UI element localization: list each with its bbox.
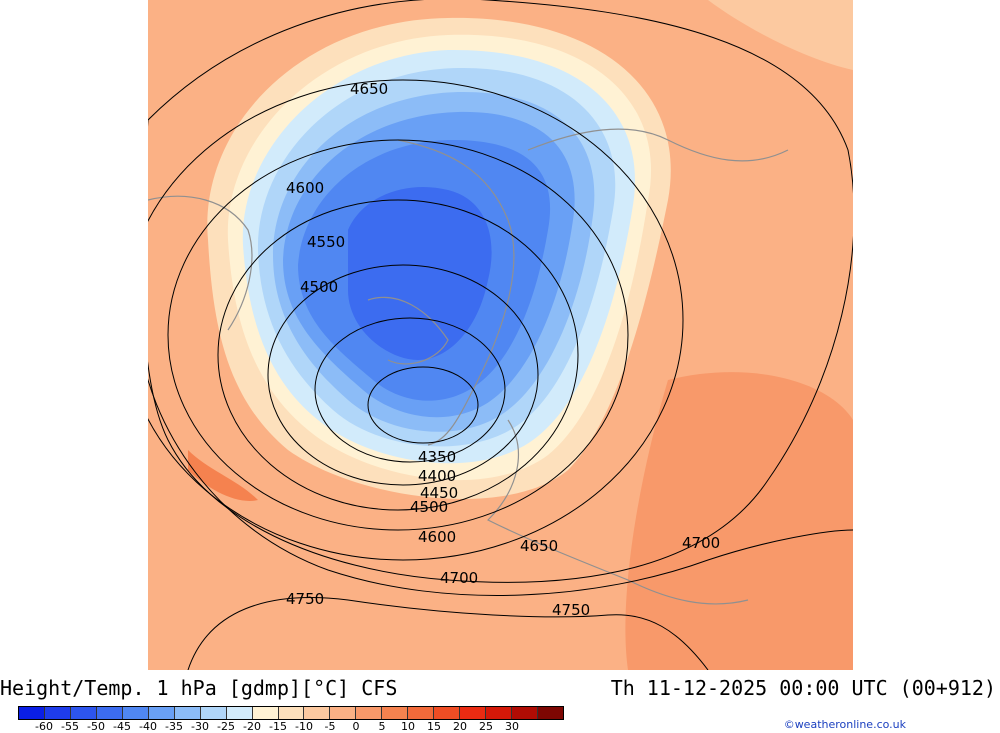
- contour-4350: [367, 366, 479, 444]
- colorbar-swatch: [330, 707, 357, 719]
- warm-region-west: [188, 450, 258, 501]
- colorbar-swatch: [304, 707, 331, 719]
- colorbar-tick-label: -10: [295, 720, 313, 733]
- contour-label: 4600: [286, 179, 324, 197]
- colorbar-swatch: [252, 707, 279, 719]
- colorbar-tick-label: -25: [217, 720, 235, 733]
- colorbar-swatch: [122, 707, 149, 719]
- contour-label: 4700: [682, 534, 720, 552]
- contour-4400: [314, 317, 506, 463]
- colorbar-tick-label: 20: [453, 720, 467, 733]
- contour-4500: [217, 199, 579, 511]
- coastline-north-america: [148, 195, 253, 331]
- contour-label: 4700: [440, 569, 478, 587]
- map-panel[interactable]: 4650 4600 4550 4500 4350 4400 4450 4500 …: [148, 0, 853, 670]
- colorbar-tick-label: -55: [61, 720, 79, 733]
- colorbar-swatch: [174, 707, 201, 719]
- colorbar-swatch: [278, 707, 305, 719]
- colorbar-tick-label: 25: [479, 720, 493, 733]
- contour-label: 4450: [420, 484, 458, 502]
- colorbar-swatch: [434, 707, 461, 719]
- contour-label: 4350: [418, 448, 456, 466]
- colorbar-swatch: [19, 707, 45, 719]
- coastline-islands: [367, 296, 449, 365]
- contour-labels: 4650 4600 4550 4500 4350 4400 4450 4500 …: [286, 80, 720, 619]
- contour-label: 4650: [350, 80, 388, 98]
- colorbar-tick-label: -20: [243, 720, 261, 733]
- colorbar-tick-label: -30: [191, 720, 209, 733]
- contour-4600: [148, 79, 684, 561]
- colorbar-tick-label: -5: [324, 720, 336, 733]
- contour-4450: [267, 264, 539, 486]
- colorbar-tick-label: -15: [269, 720, 287, 733]
- colorbar-tick-label: 0: [352, 720, 360, 733]
- contour-4550: [167, 139, 629, 531]
- contour-label: 4650: [520, 537, 558, 555]
- chart-title: Height/Temp. 1 hPa [gdmp][°C] CFS: [0, 676, 398, 700]
- contour-label: 4500: [410, 498, 448, 516]
- colorbar-swatch: [408, 707, 435, 719]
- credit-link[interactable]: ©weatheronline.co.uk: [783, 718, 906, 731]
- colorbar-swatch: [44, 707, 71, 719]
- colorbar-tick-label: 5: [378, 720, 386, 733]
- colorbar-tick-labels: -60 -55 -50 -45 -40 -35 -30 -25 -20 -15 -10 -5 0 5 10 1…: [18, 721, 564, 733]
- colorbar-swatch: [382, 707, 409, 719]
- contour-4700: [148, 378, 853, 596]
- colorbar-swatch: [70, 707, 97, 719]
- colorbar-swatch: [226, 707, 253, 719]
- contour-4650: [148, 0, 853, 583]
- colorbar-tick-label: 10: [401, 720, 415, 733]
- contour-label: 4750: [286, 590, 324, 608]
- contour-label: 4400: [418, 467, 456, 485]
- colorbar-tick-label: -60: [35, 720, 53, 733]
- coastline-europe: [486, 419, 749, 605]
- contour-4750: [187, 597, 709, 670]
- colorbar-swatch: [538, 707, 564, 719]
- colorbar-swatch: [460, 707, 487, 719]
- height-contours: [148, 0, 853, 670]
- colorbar: [18, 706, 564, 720]
- height-temperature-map: 4650 4600 4550 4500 4350 4400 4450 4500 …: [148, 0, 853, 670]
- contour-label: 4500: [300, 278, 338, 296]
- colorbar-swatch: [356, 707, 383, 719]
- colorbar-tick-label: -50: [87, 720, 105, 733]
- colorbar-tick-label: 15: [427, 720, 441, 733]
- contour-label: 4750: [552, 601, 590, 619]
- colorbar-swatch: [148, 707, 175, 719]
- warm-region-east: [625, 372, 853, 670]
- contour-label: 4550: [307, 233, 345, 251]
- colorbar-tick-label: 30: [505, 720, 519, 733]
- cold-core: [348, 186, 492, 360]
- colorbar-swatch: [200, 707, 227, 719]
- forecast-time: Th 11-12-2025 00:00 UTC (00+912): [610, 676, 996, 700]
- contour-label: 4600: [418, 528, 456, 546]
- colorbar-tick-label: -45: [113, 720, 131, 733]
- coastline-siberia: [527, 128, 789, 162]
- colorbar-tick-label: -40: [139, 720, 157, 733]
- colorbar-tick-label: -35: [165, 720, 183, 733]
- colorbar-swatch: [96, 707, 123, 719]
- colorbar-swatch: [486, 707, 513, 719]
- colorbar-swatch: [512, 707, 539, 719]
- coastline-greenland: [397, 139, 515, 446]
- light-warm-north: [708, 0, 853, 70]
